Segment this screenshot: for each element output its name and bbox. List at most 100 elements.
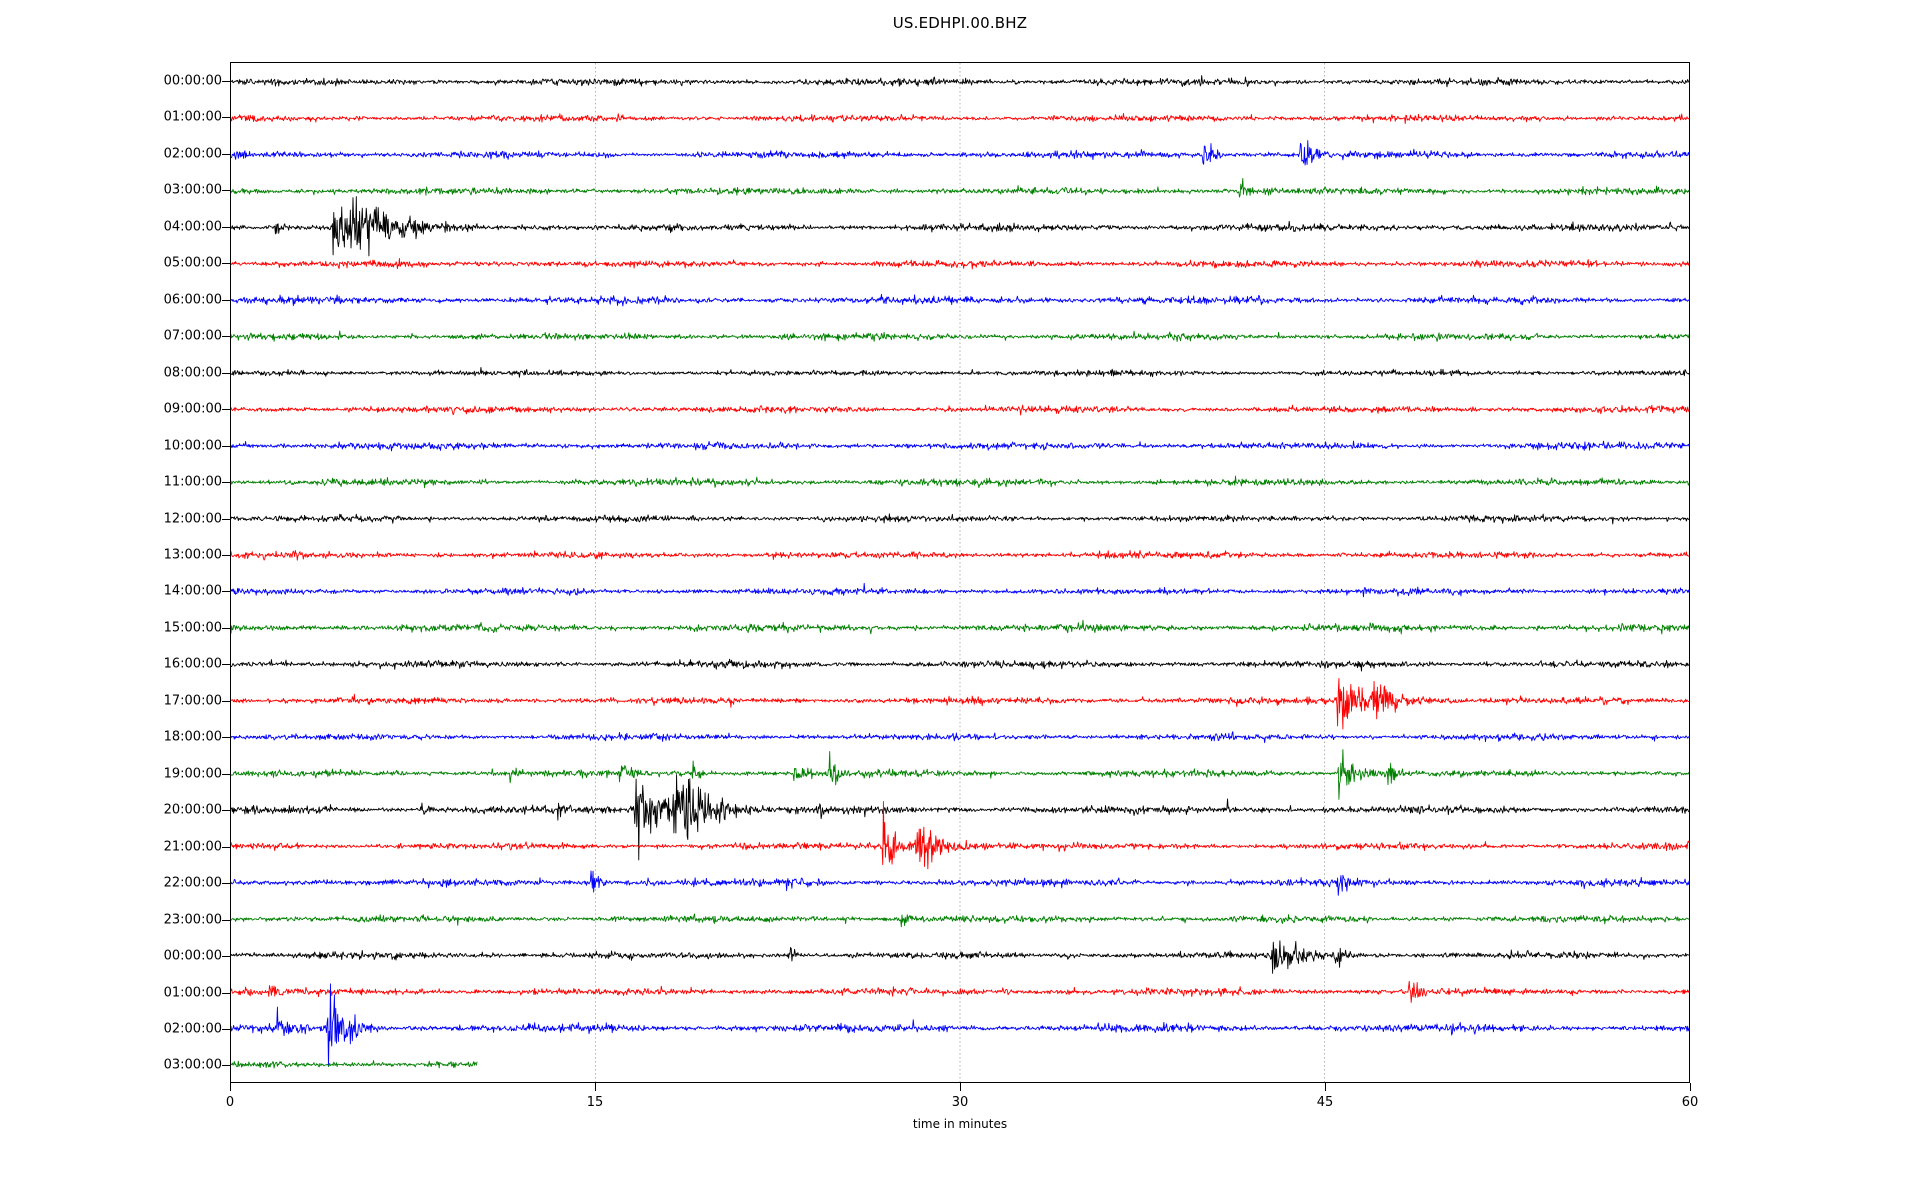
- waveform-trace: [231, 980, 1689, 1003]
- y-axis-tick-label: 03:00:00: [163, 182, 222, 198]
- waveform-trace: [231, 404, 1689, 416]
- y-axis-tick-label: 02:00:00: [163, 1021, 222, 1037]
- y-axis-tick-label: 00:00:00: [163, 948, 222, 964]
- y-axis-tick-label: 14:00:00: [163, 583, 222, 599]
- y-axis-tick-mark: [222, 664, 230, 666]
- y-axis-tick-label: 13:00:00: [163, 547, 222, 563]
- x-axis-tick-label: 30: [951, 1095, 969, 1110]
- waveform-trace: [231, 513, 1689, 525]
- y-axis-tick-label: 22:00:00: [163, 875, 222, 891]
- y-axis-tick-mark: [222, 445, 230, 447]
- waveform-trace: [231, 440, 1689, 452]
- y-axis-tick-labels: 00:00:00 01:00:00 02:00:00 03:00:00 04:00:00…: [0, 0, 222, 1200]
- y-axis-tick-label: 11:00:00: [163, 474, 222, 490]
- waveform-trace: [231, 870, 1689, 896]
- y-axis-tick-mark: [222, 1065, 230, 1067]
- y-axis-tick-mark: [222, 263, 230, 265]
- y-axis-tick-label: 03:00:00: [163, 1057, 222, 1073]
- y-axis-tick-mark: [222, 299, 230, 301]
- x-axis-label: time in minutes: [912, 1117, 1008, 1131]
- y-axis-tick-label: 04:00:00: [163, 219, 222, 235]
- y-axis-tick-label: 21:00:00: [163, 839, 222, 855]
- x-axis-tick-label: 45: [1316, 1095, 1334, 1110]
- y-axis-tick-label: 01:00:00: [163, 109, 222, 125]
- waveform-trace: [231, 731, 1689, 744]
- y-axis-tick-label: 12:00:00: [163, 511, 222, 527]
- waveform-trace: [231, 177, 1689, 198]
- y-axis-tick-label: 20:00:00: [163, 802, 222, 818]
- y-axis-tick-mark: [222, 846, 230, 848]
- x-axis-tick-mark: [230, 1083, 231, 1091]
- y-axis-tick-label: 18:00:00: [163, 729, 222, 745]
- y-axis-tick-label: 15:00:00: [163, 620, 222, 636]
- x-axis-tick-mark: [960, 1083, 961, 1091]
- waveform-trace: [231, 619, 1689, 635]
- waveform-trace: [231, 582, 1689, 598]
- x-axis-tick-mark: [1690, 1083, 1691, 1091]
- x-axis-tick-label: 15: [586, 1095, 604, 1110]
- waveform-trace: [231, 940, 1689, 974]
- y-axis-tick-mark: [222, 992, 230, 994]
- y-axis-tick-label: 16:00:00: [163, 656, 222, 672]
- y-axis-tick-mark: [222, 117, 230, 119]
- y-axis-tick-label: 02:00:00: [163, 146, 222, 162]
- y-axis-tick-mark: [222, 919, 230, 921]
- y-axis-tick-label: 05:00:00: [163, 255, 222, 271]
- waveform-trace: [231, 658, 1689, 672]
- plot-area: [230, 62, 1690, 1083]
- waveform-trace: [231, 75, 1689, 88]
- y-axis-tick-mark: [222, 372, 230, 374]
- waveform-trace: [231, 678, 1689, 730]
- waveform-trace: [231, 749, 1689, 800]
- y-axis-tick-label: 07:00:00: [163, 328, 222, 344]
- y-axis-tick-label: 23:00:00: [163, 912, 222, 928]
- waveform-trace: [231, 774, 1689, 861]
- y-axis-tick-mark: [222, 518, 230, 520]
- x-axis-tick-mark: [595, 1083, 596, 1091]
- y-axis-tick-label: 10:00:00: [163, 438, 222, 454]
- y-axis-tick-label: 08:00:00: [163, 365, 222, 381]
- y-axis-tick-label: 01:00:00: [163, 985, 222, 1001]
- waveform-trace: [231, 1060, 478, 1069]
- x-axis-tick-label: 60: [1681, 1095, 1699, 1110]
- waveform-trace: [231, 983, 1689, 1067]
- waveform-trace: [231, 258, 1689, 270]
- y-axis-tick-mark: [222, 336, 230, 338]
- waveform-trace: [231, 330, 1689, 343]
- y-axis-tick-mark: [222, 482, 230, 484]
- y-axis-tick-mark: [222, 1029, 230, 1031]
- y-axis-tick-mark: [222, 737, 230, 739]
- y-axis-tick-label: 19:00:00: [163, 766, 222, 782]
- waveform-trace: [231, 801, 1689, 870]
- y-axis-tick-mark: [222, 627, 230, 629]
- y-axis-tick-label: 00:00:00: [163, 73, 222, 89]
- page-title: US.EDHPI.00.BHZ: [892, 14, 1028, 32]
- waveform-trace: [231, 293, 1689, 307]
- y-axis-tick-label: 09:00:00: [163, 401, 222, 417]
- y-axis-tick-mark: [222, 956, 230, 958]
- waveform-trace: [231, 140, 1689, 166]
- y-axis-tick-label: 06:00:00: [163, 292, 222, 308]
- waveform-trace: [231, 366, 1689, 378]
- y-axis-tick-mark: [222, 190, 230, 192]
- y-axis-tick-mark: [222, 80, 230, 82]
- waveform-trace: [231, 196, 1689, 257]
- y-axis-tick-mark: [222, 409, 230, 411]
- waveform-trace: [231, 113, 1689, 125]
- y-axis-tick-mark: [222, 883, 230, 885]
- y-axis-tick-label: 17:00:00: [163, 693, 222, 709]
- y-axis-tick-mark: [222, 226, 230, 228]
- y-axis-tick-mark: [222, 773, 230, 775]
- x-axis-tick-mark: [1325, 1083, 1326, 1091]
- y-axis-tick-mark: [222, 591, 230, 593]
- y-axis-tick-mark: [222, 700, 230, 702]
- x-axis-tick-label: 0: [225, 1095, 235, 1110]
- y-axis-tick-mark: [222, 810, 230, 812]
- waveform-trace: [231, 475, 1689, 489]
- y-axis-tick-mark: [222, 554, 230, 556]
- waveform-trace: [231, 549, 1689, 561]
- y-axis-tick-mark: [222, 153, 230, 155]
- waveform-traces-layer: [231, 75, 1689, 1069]
